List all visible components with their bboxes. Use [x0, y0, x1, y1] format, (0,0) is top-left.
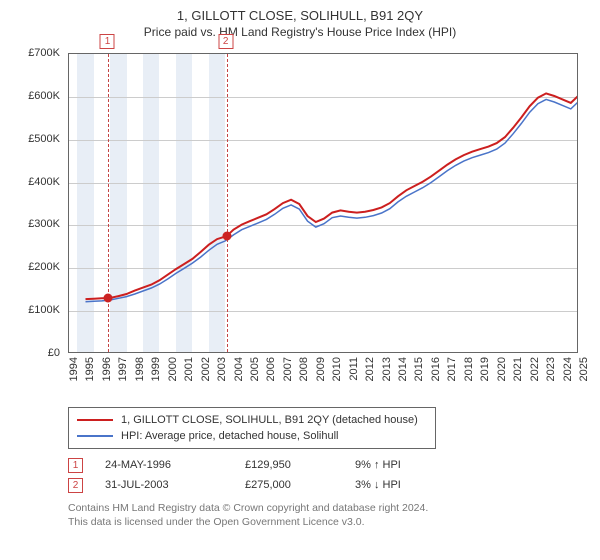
y-tick-label: £200K — [28, 261, 60, 273]
event-diff: 9% ↑ HPI — [355, 459, 465, 471]
y-tick-label: £100K — [28, 304, 60, 316]
x-tick-label: 2008 — [298, 357, 310, 381]
line-series-svg — [69, 54, 578, 353]
x-tick-label: 1996 — [101, 357, 113, 381]
x-tick-label: 2004 — [233, 357, 245, 381]
chart-area: £0 £100K £200K £300K £400K £500K £600K £700K 19… — [14, 45, 584, 405]
x-tick-label: 1994 — [68, 357, 80, 381]
y-axis-labels: £0£100K£200K£300K£400K£500K£600K£700K — [14, 53, 64, 353]
event-row: 2 31-JUL-2003 £275,000 3% ↓ HPI — [68, 475, 586, 495]
x-tick-label: 1997 — [117, 357, 129, 381]
y-tick-label: £0 — [48, 347, 60, 359]
y-tick-label: £300K — [28, 218, 60, 230]
y-tick-label: £500K — [28, 133, 60, 145]
legend-swatch — [77, 435, 113, 437]
chart-title: 1, GILLOTT CLOSE, SOLIHULL, B91 2QY — [14, 8, 586, 23]
event-dot — [104, 294, 113, 303]
chart-container: 1, GILLOTT CLOSE, SOLIHULL, B91 2QY Pric… — [0, 0, 600, 560]
plot-region — [68, 53, 578, 353]
x-tick-label: 2016 — [430, 357, 442, 381]
x-tick-label: 2010 — [331, 357, 343, 381]
x-tick-label: 2024 — [562, 357, 574, 381]
events-table: 1 24-MAY-1996 £129,950 9% ↑ HPI 2 31-JUL… — [68, 455, 586, 495]
legend-label: 1, GILLOTT CLOSE, SOLIHULL, B91 2QY (det… — [121, 414, 418, 426]
x-axis-labels: 1994 1995 1996 1997 1998 1999 2000 2001 2002 2003… — [68, 355, 578, 401]
x-tick-label: 2005 — [249, 357, 261, 381]
x-tick-label: 2003 — [216, 357, 228, 381]
x-tick-label: 2011 — [348, 357, 360, 381]
legend-label: HPI: Average price, detached house, Soli… — [121, 430, 339, 442]
legend-swatch — [77, 419, 113, 421]
legend-box: 1, GILLOTT CLOSE, SOLIHULL, B91 2QY (det… — [68, 407, 436, 449]
x-tick-label: 1999 — [150, 357, 162, 381]
legend-item: 1, GILLOTT CLOSE, SOLIHULL, B91 2QY (det… — [77, 412, 427, 428]
x-tick-label: 2001 — [183, 357, 195, 381]
footer-line: Contains HM Land Registry data © Crown c… — [68, 501, 586, 515]
event-row: 1 24-MAY-1996 £129,950 9% ↑ HPI — [68, 455, 586, 475]
x-tick-label: 2020 — [496, 357, 508, 381]
event-price: £275,000 — [245, 479, 355, 491]
event-vline — [108, 54, 109, 352]
x-tick-label: 2018 — [463, 357, 475, 381]
x-tick-label: 2025 — [578, 357, 590, 381]
y-tick-label: £700K — [28, 47, 60, 59]
event-price: £129,950 — [245, 459, 355, 471]
event-badge: 1 — [68, 458, 83, 473]
event-vline — [227, 54, 228, 352]
event-badge: 2 — [68, 478, 83, 493]
event-marker: 1 — [100, 34, 115, 49]
x-tick-label: 1998 — [134, 357, 146, 381]
x-tick-label: 2019 — [479, 357, 491, 381]
y-tick-label: £400K — [28, 176, 60, 188]
event-date: 24-MAY-1996 — [105, 459, 245, 471]
x-tick-label: 2017 — [446, 357, 458, 381]
footer-attribution: Contains HM Land Registry data © Crown c… — [68, 501, 586, 529]
x-tick-label: 2009 — [315, 357, 327, 381]
event-marker: 2 — [218, 34, 233, 49]
x-tick-label: 2012 — [364, 357, 376, 381]
x-tick-label: 2015 — [413, 357, 425, 381]
event-date: 31-JUL-2003 — [105, 479, 245, 491]
x-tick-label: 2021 — [512, 357, 524, 381]
series-subject — [86, 93, 579, 299]
x-tick-label: 2002 — [200, 357, 212, 381]
x-tick-label: 2014 — [397, 357, 409, 381]
x-tick-label: 2013 — [381, 357, 393, 381]
x-tick-label: 2006 — [265, 357, 277, 381]
y-tick-label: £600K — [28, 90, 60, 102]
legend-item: HPI: Average price, detached house, Soli… — [77, 428, 427, 444]
event-dot — [222, 232, 231, 241]
x-tick-label: 1995 — [84, 357, 96, 381]
x-tick-label: 2022 — [529, 357, 541, 381]
x-tick-label: 2007 — [282, 357, 294, 381]
x-tick-label: 2023 — [545, 357, 557, 381]
series-hpi — [86, 99, 579, 301]
footer-line: This data is licensed under the Open Gov… — [68, 515, 586, 529]
x-tick-label: 2000 — [167, 357, 179, 381]
event-diff: 3% ↓ HPI — [355, 479, 465, 491]
